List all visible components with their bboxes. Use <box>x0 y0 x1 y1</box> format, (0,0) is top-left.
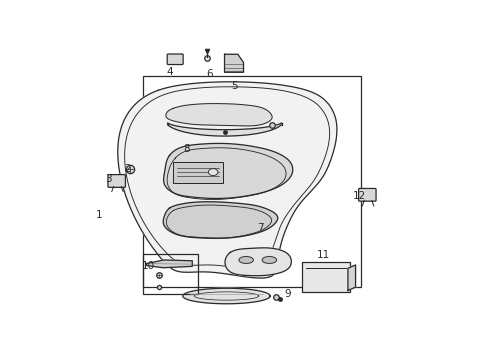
Polygon shape <box>348 265 356 291</box>
Text: 4: 4 <box>166 67 173 77</box>
Polygon shape <box>225 248 292 276</box>
Polygon shape <box>224 54 244 72</box>
Text: 1: 1 <box>96 210 102 220</box>
Ellipse shape <box>239 257 253 264</box>
Text: 5: 5 <box>231 81 237 91</box>
Text: 2: 2 <box>124 164 131 174</box>
FancyBboxPatch shape <box>173 162 222 183</box>
Text: 8: 8 <box>183 144 190 153</box>
Polygon shape <box>163 202 278 238</box>
Polygon shape <box>166 104 272 126</box>
Bar <box>143 254 198 294</box>
Text: 11: 11 <box>317 250 330 260</box>
FancyBboxPatch shape <box>167 54 183 64</box>
Text: 6: 6 <box>206 69 213 79</box>
Polygon shape <box>118 82 337 278</box>
Bar <box>143 76 361 287</box>
Ellipse shape <box>208 168 218 176</box>
Text: 7: 7 <box>257 222 264 233</box>
Text: 3: 3 <box>105 174 112 184</box>
Polygon shape <box>168 123 282 136</box>
Text: 10: 10 <box>142 261 155 271</box>
Text: 12: 12 <box>353 191 366 201</box>
FancyBboxPatch shape <box>108 175 125 187</box>
FancyBboxPatch shape <box>302 262 350 292</box>
Polygon shape <box>164 143 293 198</box>
FancyBboxPatch shape <box>359 188 376 201</box>
Ellipse shape <box>262 257 276 264</box>
Polygon shape <box>183 288 270 304</box>
Text: 9: 9 <box>284 289 291 299</box>
Polygon shape <box>147 260 192 268</box>
